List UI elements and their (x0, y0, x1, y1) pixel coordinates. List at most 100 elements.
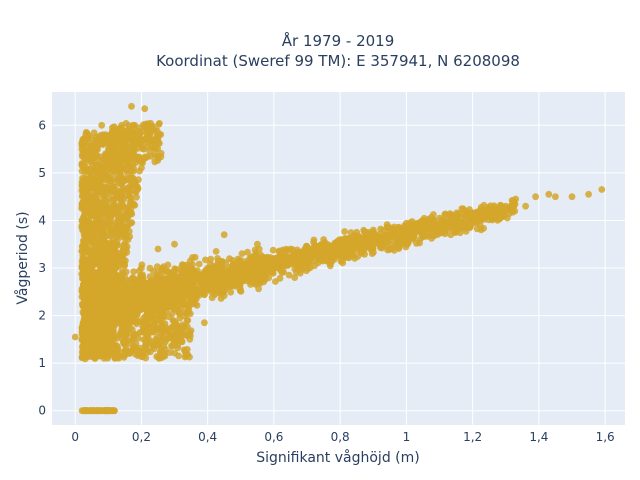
scatter-point (148, 339, 156, 346)
scatter-point (111, 355, 119, 362)
scatter-point (122, 315, 129, 323)
scatter-point (157, 149, 165, 157)
scatter-point (186, 329, 194, 337)
scatter-point (130, 151, 138, 159)
scatter-point (110, 263, 118, 271)
scatter-point (80, 191, 88, 199)
scatter-point (174, 344, 182, 352)
scatter-point (122, 307, 129, 315)
scatter-point (124, 214, 131, 222)
scatter-point (227, 288, 235, 296)
scatter-point (229, 265, 237, 273)
scatter-point (78, 160, 86, 167)
scatter-point (81, 244, 89, 251)
scatter-point (161, 320, 169, 328)
y-tick-label: 5 (38, 166, 46, 180)
chart-title-line-2: Koordinat (Sweref 99 TM): E 357941, N 62… (156, 52, 520, 70)
scatter-point (93, 161, 101, 169)
scatter-point (277, 266, 284, 274)
scatter-point (103, 262, 111, 269)
scatter-point (231, 275, 238, 283)
scatter-point (143, 341, 150, 349)
scatter-point (120, 177, 127, 185)
scatter-point (104, 280, 112, 288)
grid-layer (52, 92, 625, 425)
scatter-point (133, 193, 140, 201)
scatter-point (134, 185, 142, 193)
scatter-point (276, 274, 284, 282)
scatter-point (176, 310, 183, 317)
scatter-point (103, 240, 111, 248)
scatter-point (96, 199, 103, 207)
scatter-point (250, 263, 258, 270)
scatter-point (116, 310, 124, 317)
scatter-point (376, 230, 384, 238)
scatter-point (154, 133, 162, 140)
scatter-point (111, 126, 119, 134)
scatter-point (99, 297, 107, 304)
scatter-point (141, 285, 148, 293)
scatter-point (157, 310, 164, 318)
scatter-point (313, 243, 321, 250)
scatter-point (390, 246, 398, 254)
x-tick-label: 0,2 (132, 430, 151, 444)
scatter-point (154, 157, 162, 164)
scatter-point (104, 160, 112, 167)
scatter-point (151, 142, 159, 150)
scatter-point (193, 301, 201, 309)
scatter-point (434, 227, 442, 235)
scatter-point (186, 268, 193, 276)
scatter-point (284, 261, 292, 269)
scatter-point (87, 167, 94, 175)
scatter-point (238, 250, 246, 257)
scatter-point (80, 154, 88, 161)
scatter-point (100, 233, 108, 240)
scatter-point (320, 236, 327, 243)
x-tick-label: 0 (71, 430, 79, 444)
scatter-point (204, 271, 211, 279)
scatter-point (159, 329, 167, 337)
scatter-point (90, 407, 98, 415)
scatter-point (96, 276, 104, 284)
scatter-point (107, 204, 115, 212)
scatter-point (107, 151, 114, 159)
scatter-point (229, 257, 237, 264)
scatter-point (466, 222, 474, 230)
scatter-point (146, 300, 154, 308)
scatter-point (201, 319, 208, 327)
scatter-point (428, 218, 435, 226)
scatter-point (141, 153, 149, 161)
scatter-point (264, 258, 271, 266)
scatter-point (105, 199, 113, 206)
scatter-point (116, 170, 124, 178)
scatter-point (340, 241, 348, 249)
scatter-point (121, 225, 129, 233)
scatter-point (398, 238, 406, 246)
scatter-point (95, 256, 102, 263)
scatter-point (136, 167, 143, 175)
scatter-point (452, 212, 460, 220)
scatter-point (349, 233, 357, 241)
scatter-point (156, 317, 164, 324)
scatter-point (98, 121, 106, 129)
chart-title-line-1: År 1979 - 2019 (282, 31, 395, 50)
scatter-point (71, 333, 79, 341)
scatter-point (96, 316, 103, 324)
scatter-point (460, 211, 468, 219)
scatter-point (469, 209, 476, 217)
scatter-point (270, 255, 278, 262)
scatter-point (126, 349, 134, 357)
scatter-point (98, 283, 105, 291)
scatter-point (209, 263, 217, 270)
scatter-point (485, 207, 493, 215)
scatter-point (208, 294, 216, 302)
scatter-point (257, 261, 265, 269)
scatter-point (269, 246, 277, 254)
scatter-point (81, 236, 89, 244)
scatter-point (113, 176, 121, 184)
y-tick-label: 3 (38, 261, 46, 275)
scatter-point (122, 233, 130, 241)
x-tick-label: 0,4 (198, 430, 217, 444)
scatter-point (186, 353, 193, 361)
scatter-point (131, 317, 139, 325)
